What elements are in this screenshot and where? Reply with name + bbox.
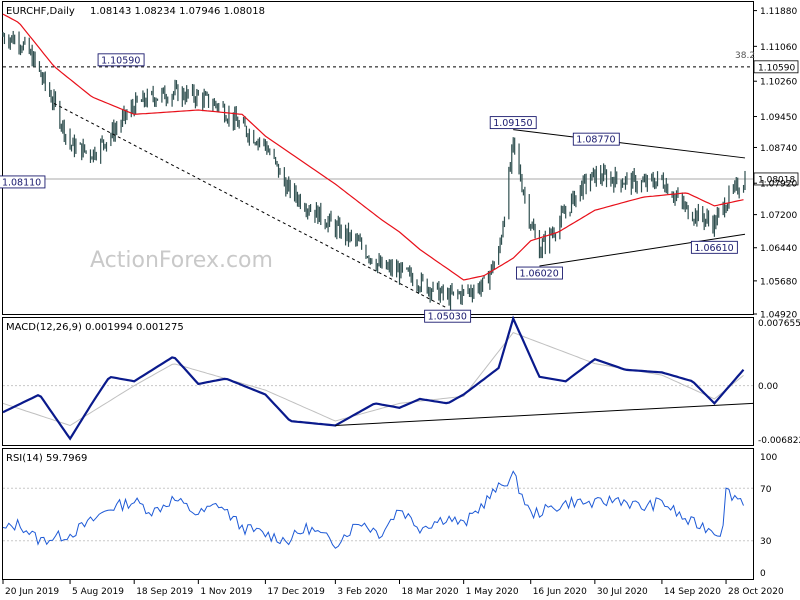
macd-line	[2, 315, 745, 441]
x-tick-label: 5 Aug 2019	[72, 587, 124, 597]
rsi-tick-label: 100	[760, 453, 777, 463]
pivot-label-box	[572, 132, 620, 146]
macd-tick-label: 0.007655	[758, 319, 800, 329]
x-tick-label: 16 Jun 2020	[533, 587, 587, 597]
rsi-tick-label: 30	[760, 537, 772, 547]
x-axis: 20 Jun 2019 5 Aug 2019 18 Sep 2019 1 Nov 20…	[2, 580, 784, 597]
price-tick-label: 1.11060	[760, 43, 797, 53]
rsi-tick-label: 0	[760, 569, 766, 579]
pivot-label: 1.08110	[2, 177, 41, 188]
moving-average-line	[2, 13, 744, 281]
x-tick-label: 18 Sep 2019	[136, 587, 193, 597]
rsi-panel	[2, 448, 754, 580]
x-tick-label: 18 Mar 2020	[402, 587, 459, 597]
fib-annotation: 38.2	[735, 51, 755, 61]
pivot-label-box	[516, 266, 563, 280]
macd-title: MACD(12,26,9) 0.001994 0.001275	[6, 322, 184, 333]
pivot-label: 1.08770	[576, 135, 615, 146]
x-tick-label: 1 Nov 2019	[200, 587, 252, 597]
trendline	[513, 129, 746, 159]
macd-panel	[2, 317, 754, 446]
pivot-label: 1.09150	[493, 118, 532, 129]
x-tick-label: 28 Oct 2020	[728, 587, 784, 597]
level-label: 1.08018	[758, 175, 795, 185]
level-label: 1.10590	[758, 63, 795, 73]
rsi-title: RSI(14) 59.7969	[6, 453, 87, 464]
price-tick-label: 1.08740	[760, 144, 797, 154]
macd-trendline	[335, 402, 754, 426]
macd-tick-label: 0.00	[758, 382, 778, 392]
level-label-box	[753, 172, 799, 186]
rsi-line	[2, 470, 744, 549]
price-tick-label: 1.07200	[760, 211, 797, 221]
macd-tick-label: -0.006822	[758, 436, 800, 446]
pivot-label-box	[690, 240, 738, 254]
trendline	[539, 233, 746, 267]
pivot-label-box	[489, 116, 537, 130]
price-tick-label: 1.10260	[760, 78, 797, 88]
pivot-label: 1.06610	[694, 243, 733, 254]
price-tick-label: 1.09450	[760, 113, 797, 123]
rsi-tick-label: 70	[760, 485, 772, 495]
price-tick-label: 1.04920	[760, 311, 797, 321]
pivot-label: 1.10590	[101, 55, 140, 66]
pivot-label-box	[424, 309, 472, 323]
x-tick-label: 1 May 2020	[466, 587, 519, 597]
x-tick-label: 17 Dec 2019	[267, 587, 325, 597]
price-tick-label: 1.05680	[760, 277, 797, 287]
chart-header-ohlc: 1.08143 1.08234 1.07946 1.08018	[90, 6, 265, 17]
x-tick-label: 3 Feb 2020	[337, 587, 388, 597]
chart-header-symbol: EURCHF,Daily	[6, 6, 75, 17]
watermark: ActionForex.com	[90, 248, 273, 273]
pivot-label-box	[97, 53, 145, 67]
price-tick-label: 1.07920	[760, 180, 797, 190]
trendline	[53, 103, 448, 309]
price-tick-label: 1.06440	[760, 244, 797, 254]
x-tick-label: 30 Jul 2020	[597, 587, 648, 597]
x-tick-label: 20 Jun 2019	[5, 587, 59, 597]
pivot-label: 1.06020	[519, 269, 558, 280]
x-tick-label: 14 Sep 2020	[664, 587, 721, 597]
price-tick-label: 1.11880	[760, 7, 797, 17]
pivot-label-box	[0, 175, 46, 189]
candlestick-series	[2, 30, 746, 311]
pivot-label: 1.05030	[428, 312, 467, 323]
level-label-box	[753, 60, 799, 74]
